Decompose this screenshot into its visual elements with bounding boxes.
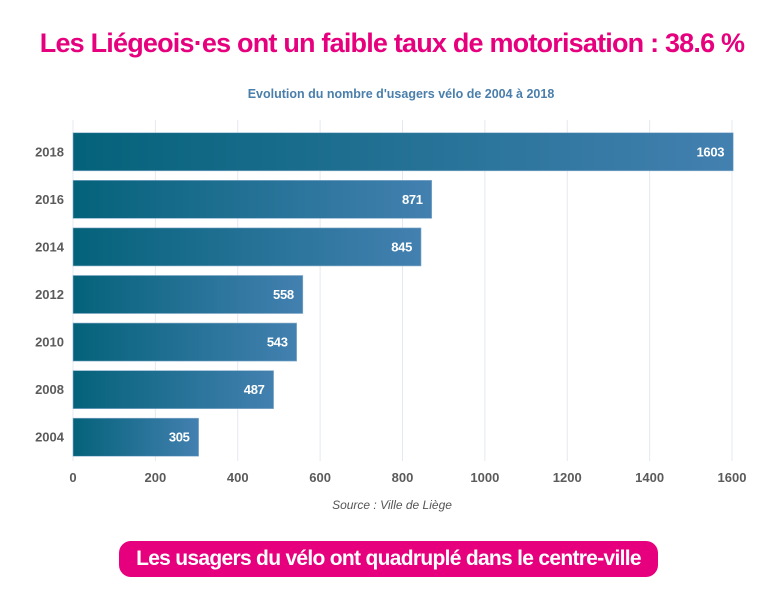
category-label: 2008 [35, 382, 64, 397]
x-tick-label: 1200 [553, 470, 582, 485]
category-label: 2012 [35, 287, 64, 302]
callout-banner: Les usagers du vélo ont quadruplé dans l… [119, 541, 658, 577]
bar-2016 [72, 180, 433, 219]
x-tick-label: 1000 [470, 470, 499, 485]
category-label: 2010 [35, 335, 64, 350]
category-labels: 2018 2016 2014 2012 2010 2008 2004 [35, 144, 65, 444]
bars: 1603 871 845 558 543 487 305 [72, 132, 734, 457]
bar-2014 [72, 227, 422, 267]
bar-chart: Evolution du nombre d'usagers vélo de 20… [35, 87, 746, 485]
value-label: 543 [267, 335, 288, 350]
value-label: 871 [402, 192, 423, 207]
bar-2018 [72, 132, 734, 172]
x-tick-label: 1600 [718, 470, 747, 485]
x-tick-label: 200 [145, 470, 167, 485]
source-note: Source : Ville de Liège [332, 498, 452, 512]
value-label: 558 [273, 287, 294, 302]
bar-2012 [72, 275, 304, 314]
category-label: 2016 [35, 192, 64, 207]
headline: Les Liégeois·es ont un faible taux de mo… [39, 28, 745, 58]
x-tick-label: 1400 [635, 470, 664, 485]
x-axis-ticks: 0 200 400 600 800 1000 1200 1400 1600 [69, 470, 746, 485]
value-label: 305 [169, 430, 190, 445]
bar-2004 [72, 417, 199, 457]
x-tick-label: 800 [392, 470, 414, 485]
category-label: 2014 [35, 239, 65, 254]
chart-title: Evolution du nombre d'usagers vélo de 20… [248, 87, 555, 101]
x-tick-label: 600 [309, 470, 331, 485]
value-label: 487 [244, 382, 265, 397]
category-label: 2018 [35, 144, 64, 159]
x-tick-label: 0 [69, 470, 76, 485]
value-label: 1603 [697, 144, 725, 159]
category-label: 2004 [35, 430, 65, 445]
value-label: 845 [391, 239, 412, 254]
x-tick-label: 400 [227, 470, 249, 485]
bar-2008 [72, 370, 274, 409]
bar-2010 [72, 322, 297, 362]
